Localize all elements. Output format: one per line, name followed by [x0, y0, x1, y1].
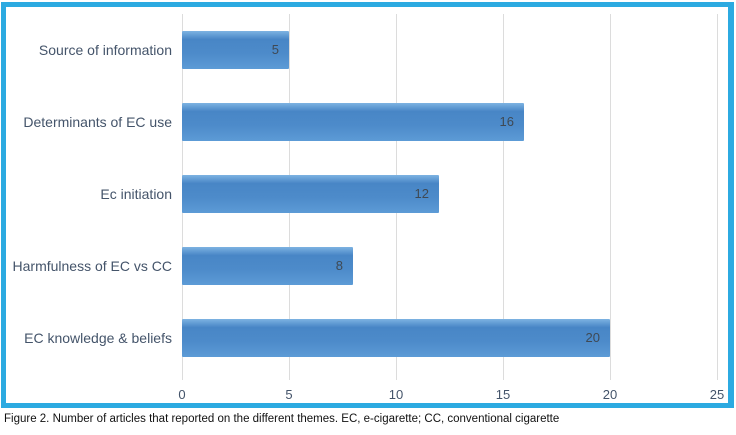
bar-source-of-information: [182, 31, 289, 69]
category-label: Determinants of EC use: [23, 114, 172, 130]
category-label: Harmfulness of EC vs CC: [12, 258, 172, 274]
x-tick-label: 25: [709, 387, 725, 402]
x-tick-mark: [396, 374, 397, 380]
bar-determinants-of-ec-use: [182, 103, 524, 141]
bar-ec-knowledge-beliefs: [182, 319, 610, 357]
bar-value-label: 5: [271, 42, 279, 57]
category-label: Ec initiation: [100, 186, 172, 202]
x-tick-mark: [289, 374, 290, 380]
category-label: EC knowledge & beliefs: [24, 330, 172, 346]
x-tick-mark: [182, 374, 183, 380]
bar-value-label: 20: [585, 330, 600, 345]
x-tick-label: 0: [178, 387, 186, 402]
x-tick-mark: [610, 374, 611, 380]
bar-value-label: 12: [414, 186, 429, 201]
gridline-x-15: [503, 14, 504, 374]
gridline-x-20: [610, 14, 611, 374]
x-tick-label: 15: [495, 387, 511, 402]
x-tick-mark: [717, 374, 718, 380]
figure-caption: Figure 2. Number of articles that report…: [4, 413, 560, 425]
x-tick-mark: [503, 374, 504, 380]
bar-harmfulness-of-ec-vs-cc: [182, 247, 353, 285]
bar-value-label: 8: [335, 258, 343, 273]
plot-area: 5 16 12 8 20: [182, 14, 718, 380]
bar-ec-initiation: [182, 175, 439, 213]
bar-value-label: 16: [499, 114, 514, 129]
x-tick-label: 20: [602, 387, 618, 402]
category-label: Source of information: [38, 42, 172, 58]
x-tick-label: 5: [285, 387, 293, 402]
chart-frame: 5 16 12 8 20 Source of information Determinan…: [1, 2, 734, 408]
x-tick-label: 10: [388, 387, 404, 402]
gridline-x-25: [717, 14, 718, 374]
